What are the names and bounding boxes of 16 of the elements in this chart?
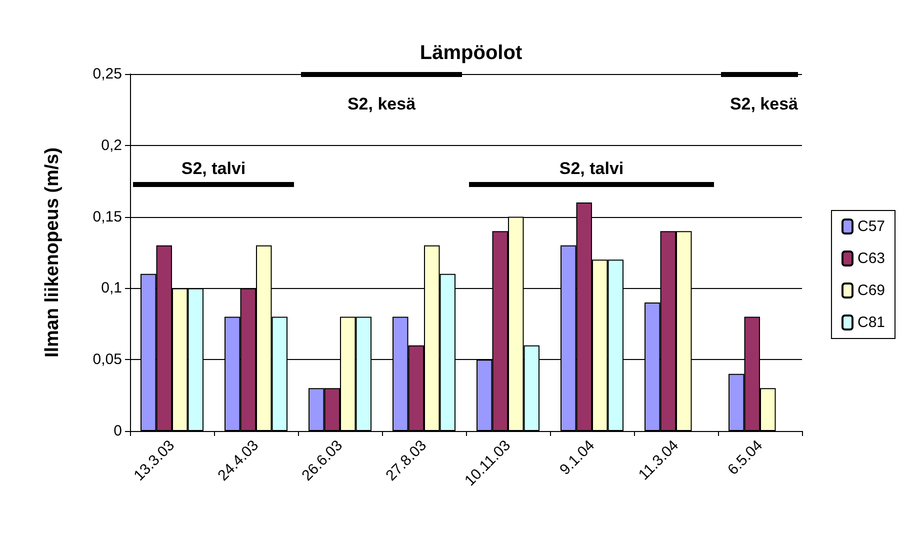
annotation: S2, talvi — [559, 159, 624, 178]
chart-title: Lämpöolot — [420, 42, 522, 64]
y-tick-label: 0 — [114, 422, 122, 440]
y-axis-title: Ilman liikenopeus (m/s) — [42, 147, 63, 358]
y-tick-label: 0,25 — [92, 66, 122, 82]
y-tick-label: 0,1 — [101, 280, 122, 297]
legend-label: C81 — [857, 314, 886, 331]
legend-label: C63 — [857, 250, 886, 267]
annotation: S2, talvi — [181, 159, 246, 178]
y-tick-label: 0,15 — [92, 208, 122, 226]
y-tick-label: 0,2 — [101, 136, 122, 154]
legend-label: C69 — [857, 282, 886, 299]
legend-label: C57 — [857, 218, 886, 235]
annotation: S2, kesä — [730, 94, 799, 114]
y-tick-label: 0,05 — [92, 351, 122, 368]
annotation: S2, kesä — [347, 94, 416, 114]
